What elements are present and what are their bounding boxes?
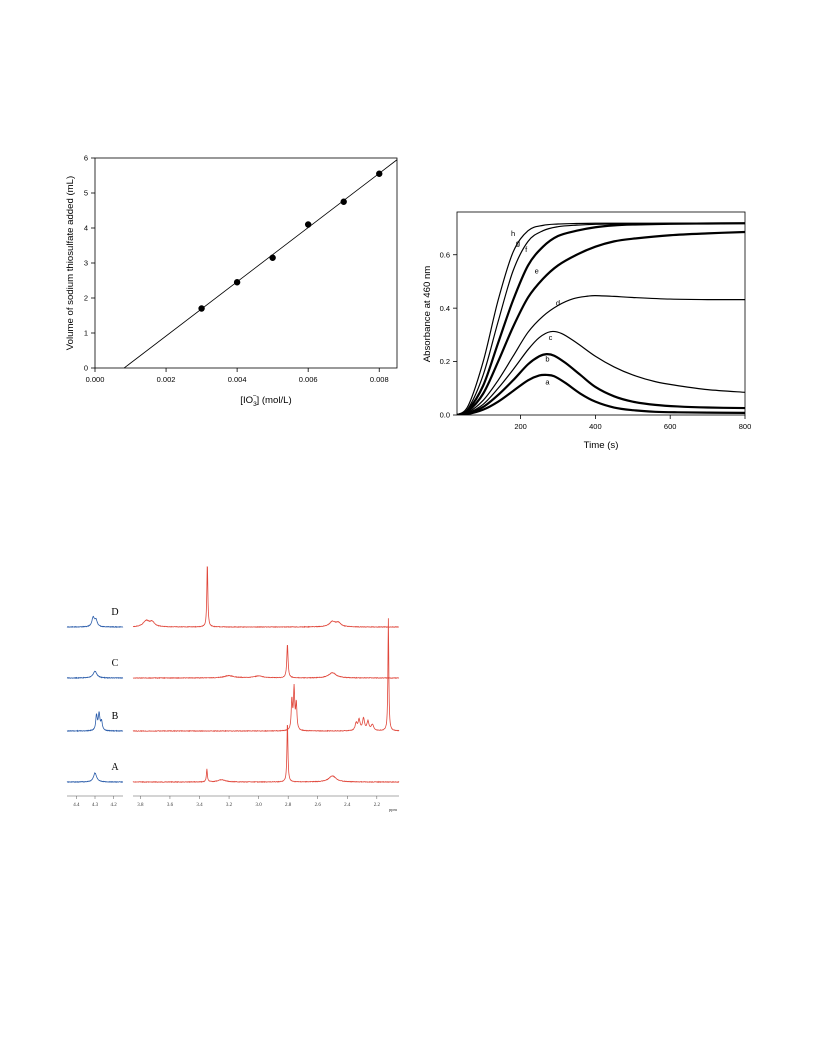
main-x-tick-label: 2.2 <box>374 803 381 808</box>
y-tick-label: 1 <box>84 329 88 338</box>
main-x-tick-label: 3.2 <box>226 803 233 808</box>
data-point <box>233 279 241 286</box>
inset-spectrum-A <box>66 772 124 783</box>
y-tick-label: 0 <box>84 364 88 373</box>
titration-plot-area: 0.000 0.002 0.004 0.006 0.008 0 1 2 3 4 5 6 <box>84 154 398 384</box>
absorbance-y-axis-title: Absorbance at 460 nm <box>422 266 433 363</box>
series-line-e <box>457 230 745 415</box>
x-tick-label: 0.000 <box>86 375 105 384</box>
series-label-a: a <box>545 377 550 386</box>
spectrum-label-C: C <box>112 658 119 669</box>
series-label-f: f <box>525 245 528 254</box>
main-spectrum-D <box>132 566 400 628</box>
x-tick-label: 0.002 <box>157 375 176 384</box>
series-line-a <box>457 373 745 415</box>
spectrum-label-D: D <box>111 607 118 618</box>
series-line-b <box>457 352 745 415</box>
absorbance-plot-area: 200 400 600 800 0.0 0.2 0.4 0.6 a b c d e fgh <box>440 211 752 431</box>
main-spectrum-C <box>132 645 400 680</box>
y-tick-label: 5 <box>84 189 88 198</box>
y-tick-label: 4 <box>84 224 88 233</box>
inset-spectrum-C <box>66 670 124 680</box>
inset-spectrum-B <box>66 711 124 733</box>
main-spectrum-A <box>132 725 400 784</box>
data-point <box>304 221 312 228</box>
x-tick-label: 0.006 <box>299 375 318 384</box>
inset-x-tick-label: 4.4 <box>73 803 80 808</box>
series-label-b: b <box>545 355 549 364</box>
plot-frame <box>94 157 398 369</box>
main-x-tick-label: 2.8 <box>285 803 292 808</box>
main-x-tick-label: 3.6 <box>167 803 174 808</box>
main-x-tick-label: 2.4 <box>344 803 351 808</box>
y-tick-label: 0.0 <box>440 411 450 420</box>
x-tick-label: 600 <box>664 422 677 431</box>
y-tick-label: 3 <box>84 259 88 268</box>
ppm-unit-label: ppm <box>389 807 398 812</box>
fit-line <box>123 159 398 369</box>
spectrum-label-B: B <box>112 711 119 722</box>
absorbance-kinetics-chart: 200 400 600 800 0.0 0.2 0.4 0.6 a b c d e fgh Absorba… <box>422 211 752 451</box>
x-axis-title-superscript: − <box>253 393 257 400</box>
series-line-d <box>457 294 745 415</box>
series-label-h: h <box>511 229 515 238</box>
main-x-tick-label: 3.0 <box>255 803 262 808</box>
nmr-plot-area: D C B A 4.4 4.3 4.2 3.8 3.6 3.4 3.2 3.0 2.8 2.6 2.4 2.2… <box>66 566 400 812</box>
data-point <box>340 198 347 205</box>
y-tick-label: 0.2 <box>440 357 450 366</box>
y-tick-label: 0.4 <box>440 304 450 313</box>
series-line-h <box>457 222 745 415</box>
x-tick-label: 400 <box>589 422 602 431</box>
inset-x-tick-label: 4.2 <box>111 803 118 808</box>
x-tick-label: 200 <box>514 422 527 431</box>
y-tick-label: 6 <box>84 154 88 163</box>
main-x-tick-label: 2.6 <box>315 803 322 808</box>
series-label-c: c <box>549 333 553 342</box>
titration-x-axis-title: [IO3−] (mol/L) <box>240 393 291 408</box>
series-lines <box>457 222 745 415</box>
x-axis-title-subscript: 3 <box>253 401 257 408</box>
spectrum-label-A: A <box>111 762 119 773</box>
series-label-g: g <box>516 238 520 247</box>
plot-frame <box>456 211 746 416</box>
nmr-spectra-figure: D C B A 4.4 4.3 4.2 3.8 3.6 3.4 3.2 3.0 2.8 2.6 2.4 2.2… <box>66 566 400 812</box>
main-x-tick-label: 3.4 <box>196 803 203 808</box>
inset-x-tick-label: 4.3 <box>92 803 99 808</box>
x-tick-label: 0.008 <box>370 375 389 384</box>
titration-y-axis-title: Volume of sodium thiosulfate added (mL) <box>65 176 76 350</box>
series-label-e: e <box>535 266 539 275</box>
titration-calibration-chart: 0.000 0.002 0.004 0.006 0.008 0 1 2 3 4 5 6 Volume … <box>65 154 398 408</box>
x-tick-label: 0.004 <box>228 375 247 384</box>
series-line-c <box>457 330 745 415</box>
main-x-tick-label: 3.8 <box>137 803 144 808</box>
x-tick-label: 800 <box>739 422 752 431</box>
y-tick-label: 2 <box>84 294 88 303</box>
absorbance-x-axis-title: Time (s) <box>584 440 619 451</box>
series-label-d: d <box>556 298 560 307</box>
data-point <box>269 254 276 261</box>
data-point <box>376 170 383 177</box>
data-point <box>198 305 205 312</box>
y-tick-label: 0.6 <box>440 250 450 259</box>
inset-spectrum-D <box>66 615 124 629</box>
main-spectrum-B <box>132 618 400 733</box>
